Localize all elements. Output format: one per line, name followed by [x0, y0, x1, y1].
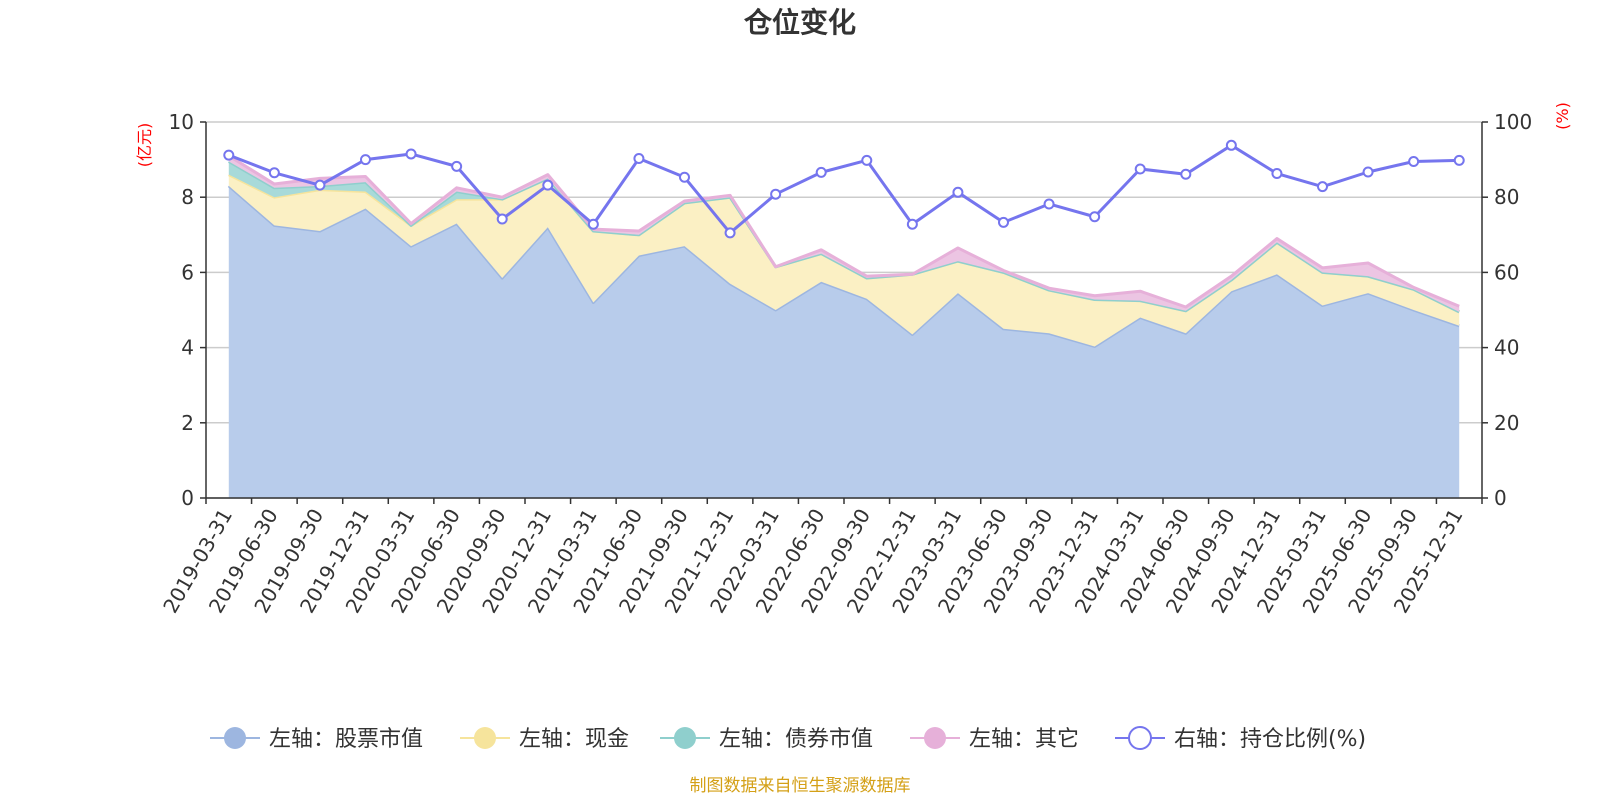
left-tick-label: 2 [181, 411, 194, 435]
ratio-point [952, 186, 964, 198]
left-tick-label: 8 [181, 185, 194, 209]
legend-marker [1128, 726, 1152, 750]
right-tick-label: 0 [1494, 486, 1507, 510]
ratio-point [770, 188, 782, 200]
legend-marker [924, 727, 946, 749]
left-tick-label: 4 [181, 336, 194, 360]
ratio-point [724, 227, 736, 239]
left-tick-label: 6 [181, 260, 194, 284]
ratio-point [1317, 181, 1328, 193]
right-tick-label: 40 [1494, 336, 1519, 360]
ratio-line-path [228, 143, 1460, 235]
ratio-point [998, 216, 1009, 228]
ratio-point [360, 154, 371, 166]
position-ratio-line [223, 139, 1465, 239]
ratio-point [1408, 155, 1420, 167]
ratio-point [815, 166, 827, 178]
ratio-point [496, 213, 508, 225]
right-tick-label: 60 [1494, 260, 1519, 284]
right-tick-label: 100 [1494, 110, 1532, 134]
ratio-point [1362, 166, 1374, 178]
legend-marker [674, 727, 696, 749]
ratio-point [1225, 139, 1237, 151]
ratio-point [405, 148, 417, 160]
ratio-point [268, 167, 280, 179]
right-tick-label: 80 [1494, 185, 1519, 209]
legend: 左轴：股票市值 左轴：现金 左轴：债券市值 左轴：其它 右轴：持仓比例(%) [210, 726, 1366, 752]
stacked-areas [227, 154, 1460, 499]
legend-label: 左轴：股票市值 [269, 727, 423, 752]
ratio-point [679, 171, 690, 183]
ratio-point [861, 154, 873, 166]
ratio-point [1134, 163, 1146, 175]
ratio-point [906, 218, 918, 230]
data-source-note: 制图数据来自恒生聚源数据库 [690, 776, 911, 796]
ratio-point [1453, 154, 1465, 166]
right-tick-label: 20 [1494, 411, 1519, 435]
ratio-point [1089, 211, 1101, 223]
ratio-point [314, 179, 326, 191]
area-series-0 [228, 185, 1460, 499]
legend-label: 左轴：债券市值 [719, 727, 873, 752]
ratio-point [1043, 198, 1055, 210]
left-tick-label: 10 [169, 110, 194, 134]
legend-marker [224, 727, 246, 749]
ratio-point [1271, 168, 1283, 180]
right-axis-unit: (%) [1553, 102, 1572, 130]
legend-label: 左轴：其它 [969, 727, 1079, 752]
ratio-point [1180, 168, 1192, 180]
left-axis-unit: (亿元) [135, 123, 154, 168]
ratio-point [633, 152, 645, 164]
chart-title: 仓位变化 [744, 6, 856, 39]
ratio-point [542, 179, 554, 191]
legend-label: 左轴：现金 [519, 727, 629, 752]
ratio-point [451, 160, 463, 172]
left-tick-label: 0 [181, 486, 194, 510]
ratio-point [223, 149, 235, 161]
area-series-3-edge [227, 154, 1460, 309]
legend-label: 右轴：持仓比例(%) [1174, 727, 1366, 752]
legend-marker [474, 727, 496, 749]
ratio-point [587, 218, 599, 230]
